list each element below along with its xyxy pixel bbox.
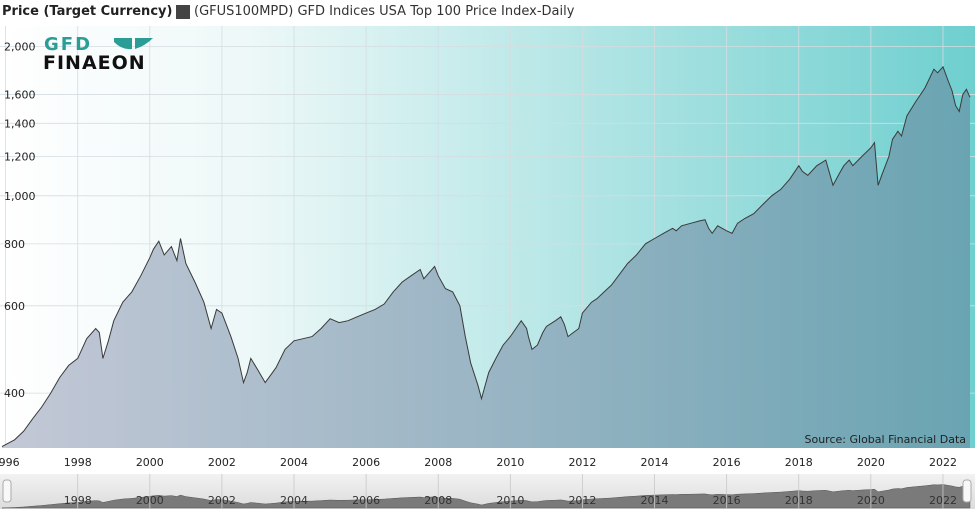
navigator-left-handle[interactable] — [2, 479, 12, 503]
x-tick-label: 2022 — [929, 456, 957, 469]
series-legend-label[interactable]: (GFUS100MPD) GFD Indices USA Top 100 Pri… — [194, 4, 575, 19]
x-tick-label: 2000 — [136, 456, 164, 469]
leaf-logo-icon — [114, 38, 153, 50]
series-swatch[interactable] — [176, 5, 190, 19]
navigator-tick-label: 2010 — [496, 494, 524, 507]
navigator-tick-label: 1998 — [64, 494, 92, 507]
x-tick-label: 2010 — [496, 456, 524, 469]
y-tick-label: 1,200 — [4, 151, 36, 164]
navigator-tick-label: 2002 — [208, 494, 236, 507]
navigator-right-handle[interactable] — [962, 479, 972, 503]
chart-legend: Price (Target Currency) (GFUS100MPD) GFD… — [0, 0, 975, 26]
x-tick-label: 2016 — [713, 456, 741, 469]
navigator-tick-label: 2006 — [352, 494, 380, 507]
series-area[interactable] — [2, 66, 970, 449]
navigator-series-area — [1, 484, 971, 509]
navigator-tick-label: 2000 — [136, 494, 164, 507]
x-tick-label: 2006 — [352, 456, 380, 469]
y-tick-label: 1,600 — [4, 89, 36, 102]
x-tick-label: 2008 — [424, 456, 452, 469]
navigator-tick-label: 2020 — [857, 494, 885, 507]
navigator-tick-label: 2022 — [929, 494, 957, 507]
navigator-tick-label: 2004 — [280, 494, 308, 507]
y-tick-label: 600 — [4, 300, 25, 313]
x-tick-label: 2020 — [857, 456, 885, 469]
x-tick-label: 1998 — [64, 456, 92, 469]
navigator-tick-label: 2014 — [641, 494, 669, 507]
navigator[interactable]: 1998 2000 2002 2004 2006 2008 2010 2012 2014 2016… — [0, 474, 975, 509]
y-tick-label: 800 — [4, 238, 25, 251]
y-tick-label: 1,000 — [4, 190, 36, 203]
x-tick-label: 2018 — [785, 456, 813, 469]
x-tick-label: 2014 — [641, 456, 669, 469]
source-note: Source: Global Financial Data — [805, 433, 967, 446]
navigator-tick-label: 2018 — [785, 494, 813, 507]
y-axis-ticks: 400 600 800 1,000 1,200 1,400 1,600 2,000 — [4, 41, 36, 401]
y-tick-label: 2,000 — [4, 41, 36, 54]
navigator-ticks: 1998 2000 2002 2004 2006 2008 2010 2012 2014 2016… — [64, 474, 957, 509]
x-tick-label: 2002 — [208, 456, 236, 469]
y-tick-label: 400 — [4, 387, 25, 400]
gfd-finaeon-logo: GFD FINAEON — [42, 33, 182, 74]
y-tick-label: 1,400 — [4, 117, 36, 130]
navigator-tick-label: 2008 — [424, 494, 452, 507]
x-axis-ticks: 1996 1998 2000 2002 2004 2006 2008 2010 2012 2014… — [0, 456, 957, 469]
x-tick-label: 2004 — [280, 456, 308, 469]
y-axis-title: Price (Target Currency) — [2, 4, 173, 19]
logo-line1: GFD — [44, 34, 92, 55]
series-line[interactable] — [1, 65, 971, 448]
navigator-tick-label: 2012 — [568, 494, 596, 507]
logo-line2: FINAEON — [43, 52, 146, 73]
x-tick-label: 1996 — [0, 456, 20, 469]
x-tick-label: 2012 — [568, 456, 596, 469]
navigator-tick-label: 2016 — [713, 494, 741, 507]
